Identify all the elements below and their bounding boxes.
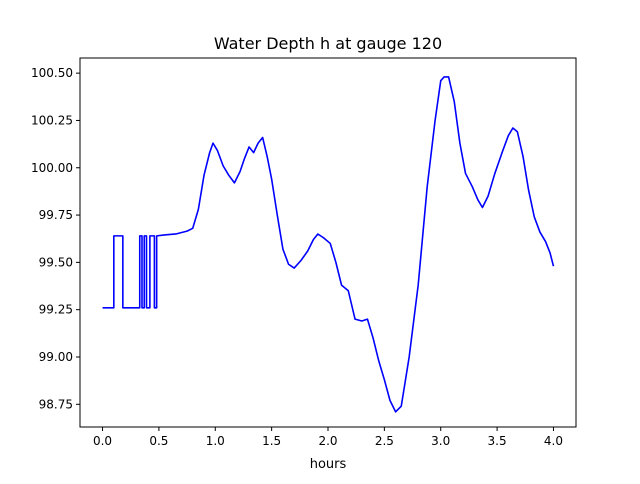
x-axis-ticks: 0.0 0.5 1.0 1.5 2.0 2.5 3.0 3.5 4.0 xyxy=(93,427,563,448)
x-axis-label: hours xyxy=(310,457,347,472)
y-tick-label: 100.00 xyxy=(31,161,73,175)
y-axis-ticks: 98.75 99.00 99.25 99.50 99.75 100.00 100.25 100… xyxy=(31,66,80,411)
y-tick-label: 100.25 xyxy=(31,113,73,127)
x-tick-label: 1.5 xyxy=(262,434,281,448)
y-tick-label: 99.25 xyxy=(39,303,73,317)
x-tick-label: 0.0 xyxy=(93,434,112,448)
x-tick-label: 0.5 xyxy=(149,434,168,448)
y-tick-label: 99.50 xyxy=(39,255,73,269)
chart-title: Water Depth h at gauge 120 xyxy=(214,34,442,53)
x-tick-label: 3.0 xyxy=(431,434,450,448)
x-tick-label: 4.0 xyxy=(544,434,563,448)
x-tick-label: 2.0 xyxy=(318,434,337,448)
y-tick-label: 99.00 xyxy=(39,350,73,364)
plot-frame xyxy=(79,57,577,428)
series-layer xyxy=(102,76,555,413)
y-tick-label: 99.75 xyxy=(39,208,73,222)
series-line-0 xyxy=(102,76,555,413)
x-tick-label: 1.0 xyxy=(206,434,225,448)
y-tick-label: 98.75 xyxy=(39,397,73,411)
y-tick-label: 100.50 xyxy=(31,66,73,80)
x-tick-label: 2.5 xyxy=(375,434,394,448)
x-tick-label: 3.5 xyxy=(488,434,507,448)
